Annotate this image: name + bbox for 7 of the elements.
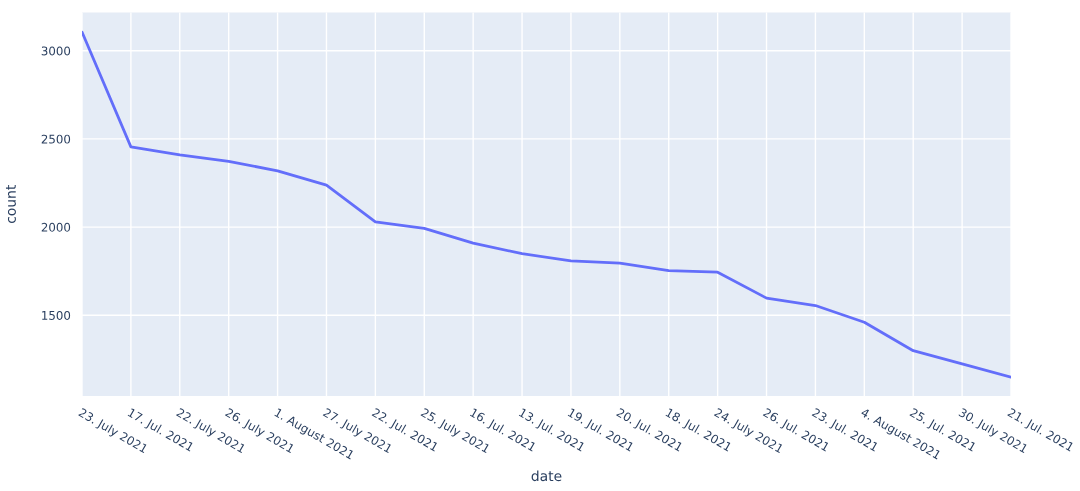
y-tick-label: 2000 — [41, 222, 71, 232]
y-axis-title: count — [5, 184, 16, 224]
line-series — [82, 30, 1011, 379]
y-tick-label: 2500 — [41, 134, 71, 144]
x-axis-title: date — [531, 470, 562, 482]
y-tick-label: 3000 — [41, 46, 71, 56]
y-tick-label: 1500 — [42, 310, 71, 320]
